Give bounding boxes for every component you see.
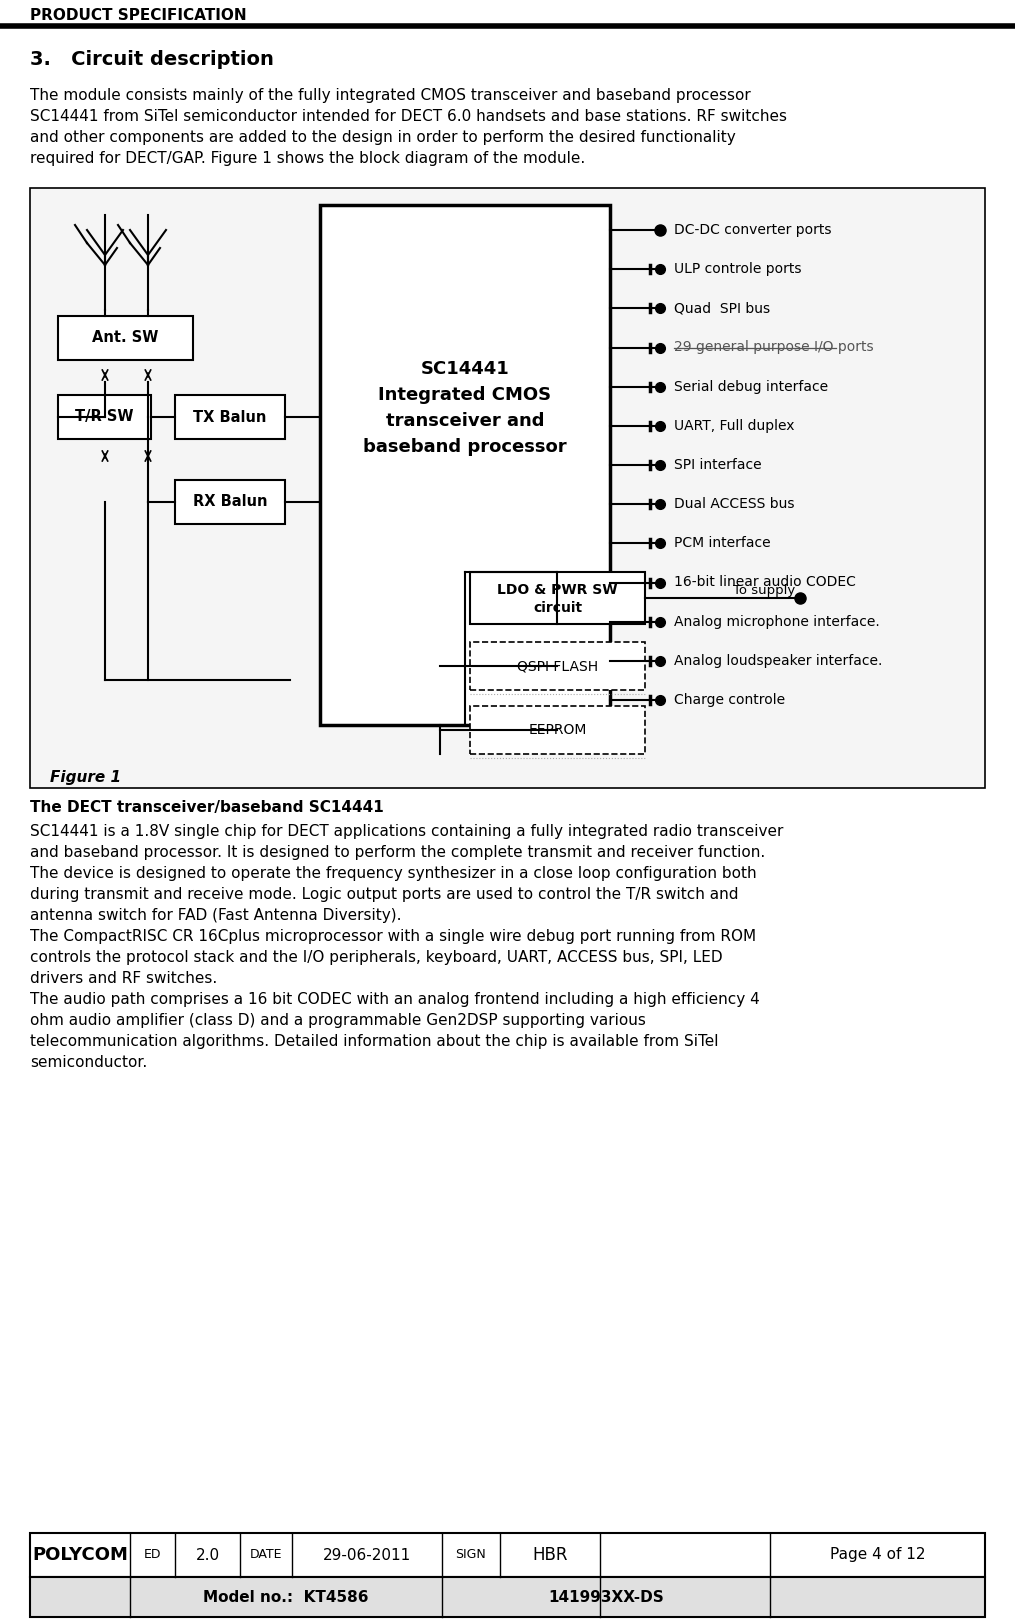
- Text: Ant. SW: Ant. SW: [92, 331, 158, 345]
- Text: SC14441 is a 1.8V single chip for DECT applications containing a fully integrate: SC14441 is a 1.8V single chip for DECT a…: [30, 824, 784, 839]
- Text: RX Balun: RX Balun: [193, 495, 267, 509]
- Text: TX Balun: TX Balun: [193, 409, 267, 425]
- Text: DC-DC converter ports: DC-DC converter ports: [674, 222, 831, 237]
- Text: antenna switch for FAD (Fast Antenna Diversity).: antenna switch for FAD (Fast Antenna Div…: [30, 908, 402, 923]
- Bar: [470, 573, 645, 624]
- Bar: [58, 396, 151, 440]
- Text: during transmit and receive mode. Logic output ports are used to control the T/R: during transmit and receive mode. Logic …: [30, 887, 739, 902]
- Text: To supply: To supply: [733, 584, 795, 597]
- Text: Model no.:  KT4586: Model no.: KT4586: [203, 1590, 368, 1604]
- Text: SIGN: SIGN: [456, 1549, 486, 1562]
- Text: Dual ACCESS bus: Dual ACCESS bus: [674, 498, 795, 511]
- Bar: [30, 1533, 985, 1577]
- Text: DATE: DATE: [250, 1549, 282, 1562]
- Text: EEPROM: EEPROM: [529, 723, 587, 736]
- Text: ohm audio amplifier (class D) and a programmable Gen2DSP supporting various: ohm audio amplifier (class D) and a prog…: [30, 1014, 646, 1028]
- Text: 2.0: 2.0: [196, 1547, 219, 1562]
- Text: controls the protocol stack and the I/O peripherals, keyboard, UART, ACCESS bus,: controls the protocol stack and the I/O …: [30, 950, 723, 965]
- Bar: [30, 188, 985, 788]
- Text: The DECT transceiver/baseband SC14441: The DECT transceiver/baseband SC14441: [30, 800, 384, 814]
- Text: drivers and RF switches.: drivers and RF switches.: [30, 972, 217, 986]
- Text: Charge controle: Charge controle: [674, 693, 786, 707]
- Text: The device is designed to operate the frequency synthesizer in a close loop conf: The device is designed to operate the fr…: [30, 866, 756, 881]
- Bar: [175, 480, 285, 524]
- Text: SC14441: SC14441: [420, 360, 510, 378]
- Text: Analog loudspeaker interface.: Analog loudspeaker interface.: [674, 654, 882, 668]
- Text: semiconductor.: semiconductor.: [30, 1054, 147, 1071]
- Text: transceiver and: transceiver and: [386, 412, 544, 430]
- Text: 29 general purpose I/O ports: 29 general purpose I/O ports: [674, 341, 874, 355]
- Text: ED: ED: [144, 1549, 161, 1562]
- Text: baseband processor: baseband processor: [363, 438, 566, 456]
- Text: PCM interface: PCM interface: [674, 537, 770, 550]
- Text: The audio path comprises a 16 bit CODEC with an analog frontend including a high: The audio path comprises a 16 bit CODEC …: [30, 993, 760, 1007]
- Text: POLYCOM: POLYCOM: [32, 1546, 128, 1564]
- Text: Page 4 of 12: Page 4 of 12: [829, 1547, 926, 1562]
- Text: HBR: HBR: [532, 1546, 567, 1564]
- Bar: [30, 1577, 985, 1617]
- Text: required for DECT/GAP. Figure 1 shows the block diagram of the module.: required for DECT/GAP. Figure 1 shows th…: [30, 151, 586, 165]
- Text: T/R SW: T/R SW: [75, 409, 134, 425]
- Text: UART, Full duplex: UART, Full duplex: [674, 418, 795, 433]
- Text: ULP controle ports: ULP controle ports: [674, 263, 802, 276]
- Text: 141993XX-DS: 141993XX-DS: [548, 1590, 664, 1604]
- Bar: [58, 316, 193, 360]
- Text: Integrated CMOS: Integrated CMOS: [379, 386, 551, 404]
- Bar: [175, 396, 285, 440]
- Text: circuit: circuit: [533, 602, 582, 615]
- Text: telecommunication algorithms. Detailed information about the chip is available f: telecommunication algorithms. Detailed i…: [30, 1033, 719, 1049]
- Text: PRODUCT SPECIFICATION: PRODUCT SPECIFICATION: [30, 8, 247, 23]
- Text: The CompactRISC CR 16Cplus microprocessor with a single wire debug port running : The CompactRISC CR 16Cplus microprocesso…: [30, 929, 756, 944]
- Text: The module consists mainly of the fully integrated CMOS transceiver and baseband: The module consists mainly of the fully …: [30, 88, 751, 104]
- Text: QSPI FLASH: QSPI FLASH: [517, 659, 598, 673]
- Text: Quad  SPI bus: Quad SPI bus: [674, 302, 770, 315]
- Text: 16-bit linear audio CODEC: 16-bit linear audio CODEC: [674, 576, 856, 589]
- Text: and other components are added to the design in order to perform the desired fun: and other components are added to the de…: [30, 130, 736, 144]
- Text: SPI interface: SPI interface: [674, 457, 761, 472]
- Text: SC14441 from SiTel semiconductor intended for DECT 6.0 handsets and base station: SC14441 from SiTel semiconductor intende…: [30, 109, 787, 123]
- Text: Serial debug interface: Serial debug interface: [674, 380, 828, 394]
- Bar: [470, 706, 645, 754]
- Text: 29-06-2011: 29-06-2011: [323, 1547, 411, 1562]
- Text: and baseband processor. It is designed to perform the complete transmit and rece: and baseband processor. It is designed t…: [30, 845, 765, 860]
- Text: Analog microphone interface.: Analog microphone interface.: [674, 615, 880, 629]
- Text: 3.   Circuit description: 3. Circuit description: [30, 50, 274, 70]
- Bar: [320, 204, 610, 725]
- Bar: [470, 642, 645, 689]
- Text: LDO & PWR SW: LDO & PWR SW: [497, 582, 618, 597]
- Text: Figure 1: Figure 1: [50, 770, 121, 785]
